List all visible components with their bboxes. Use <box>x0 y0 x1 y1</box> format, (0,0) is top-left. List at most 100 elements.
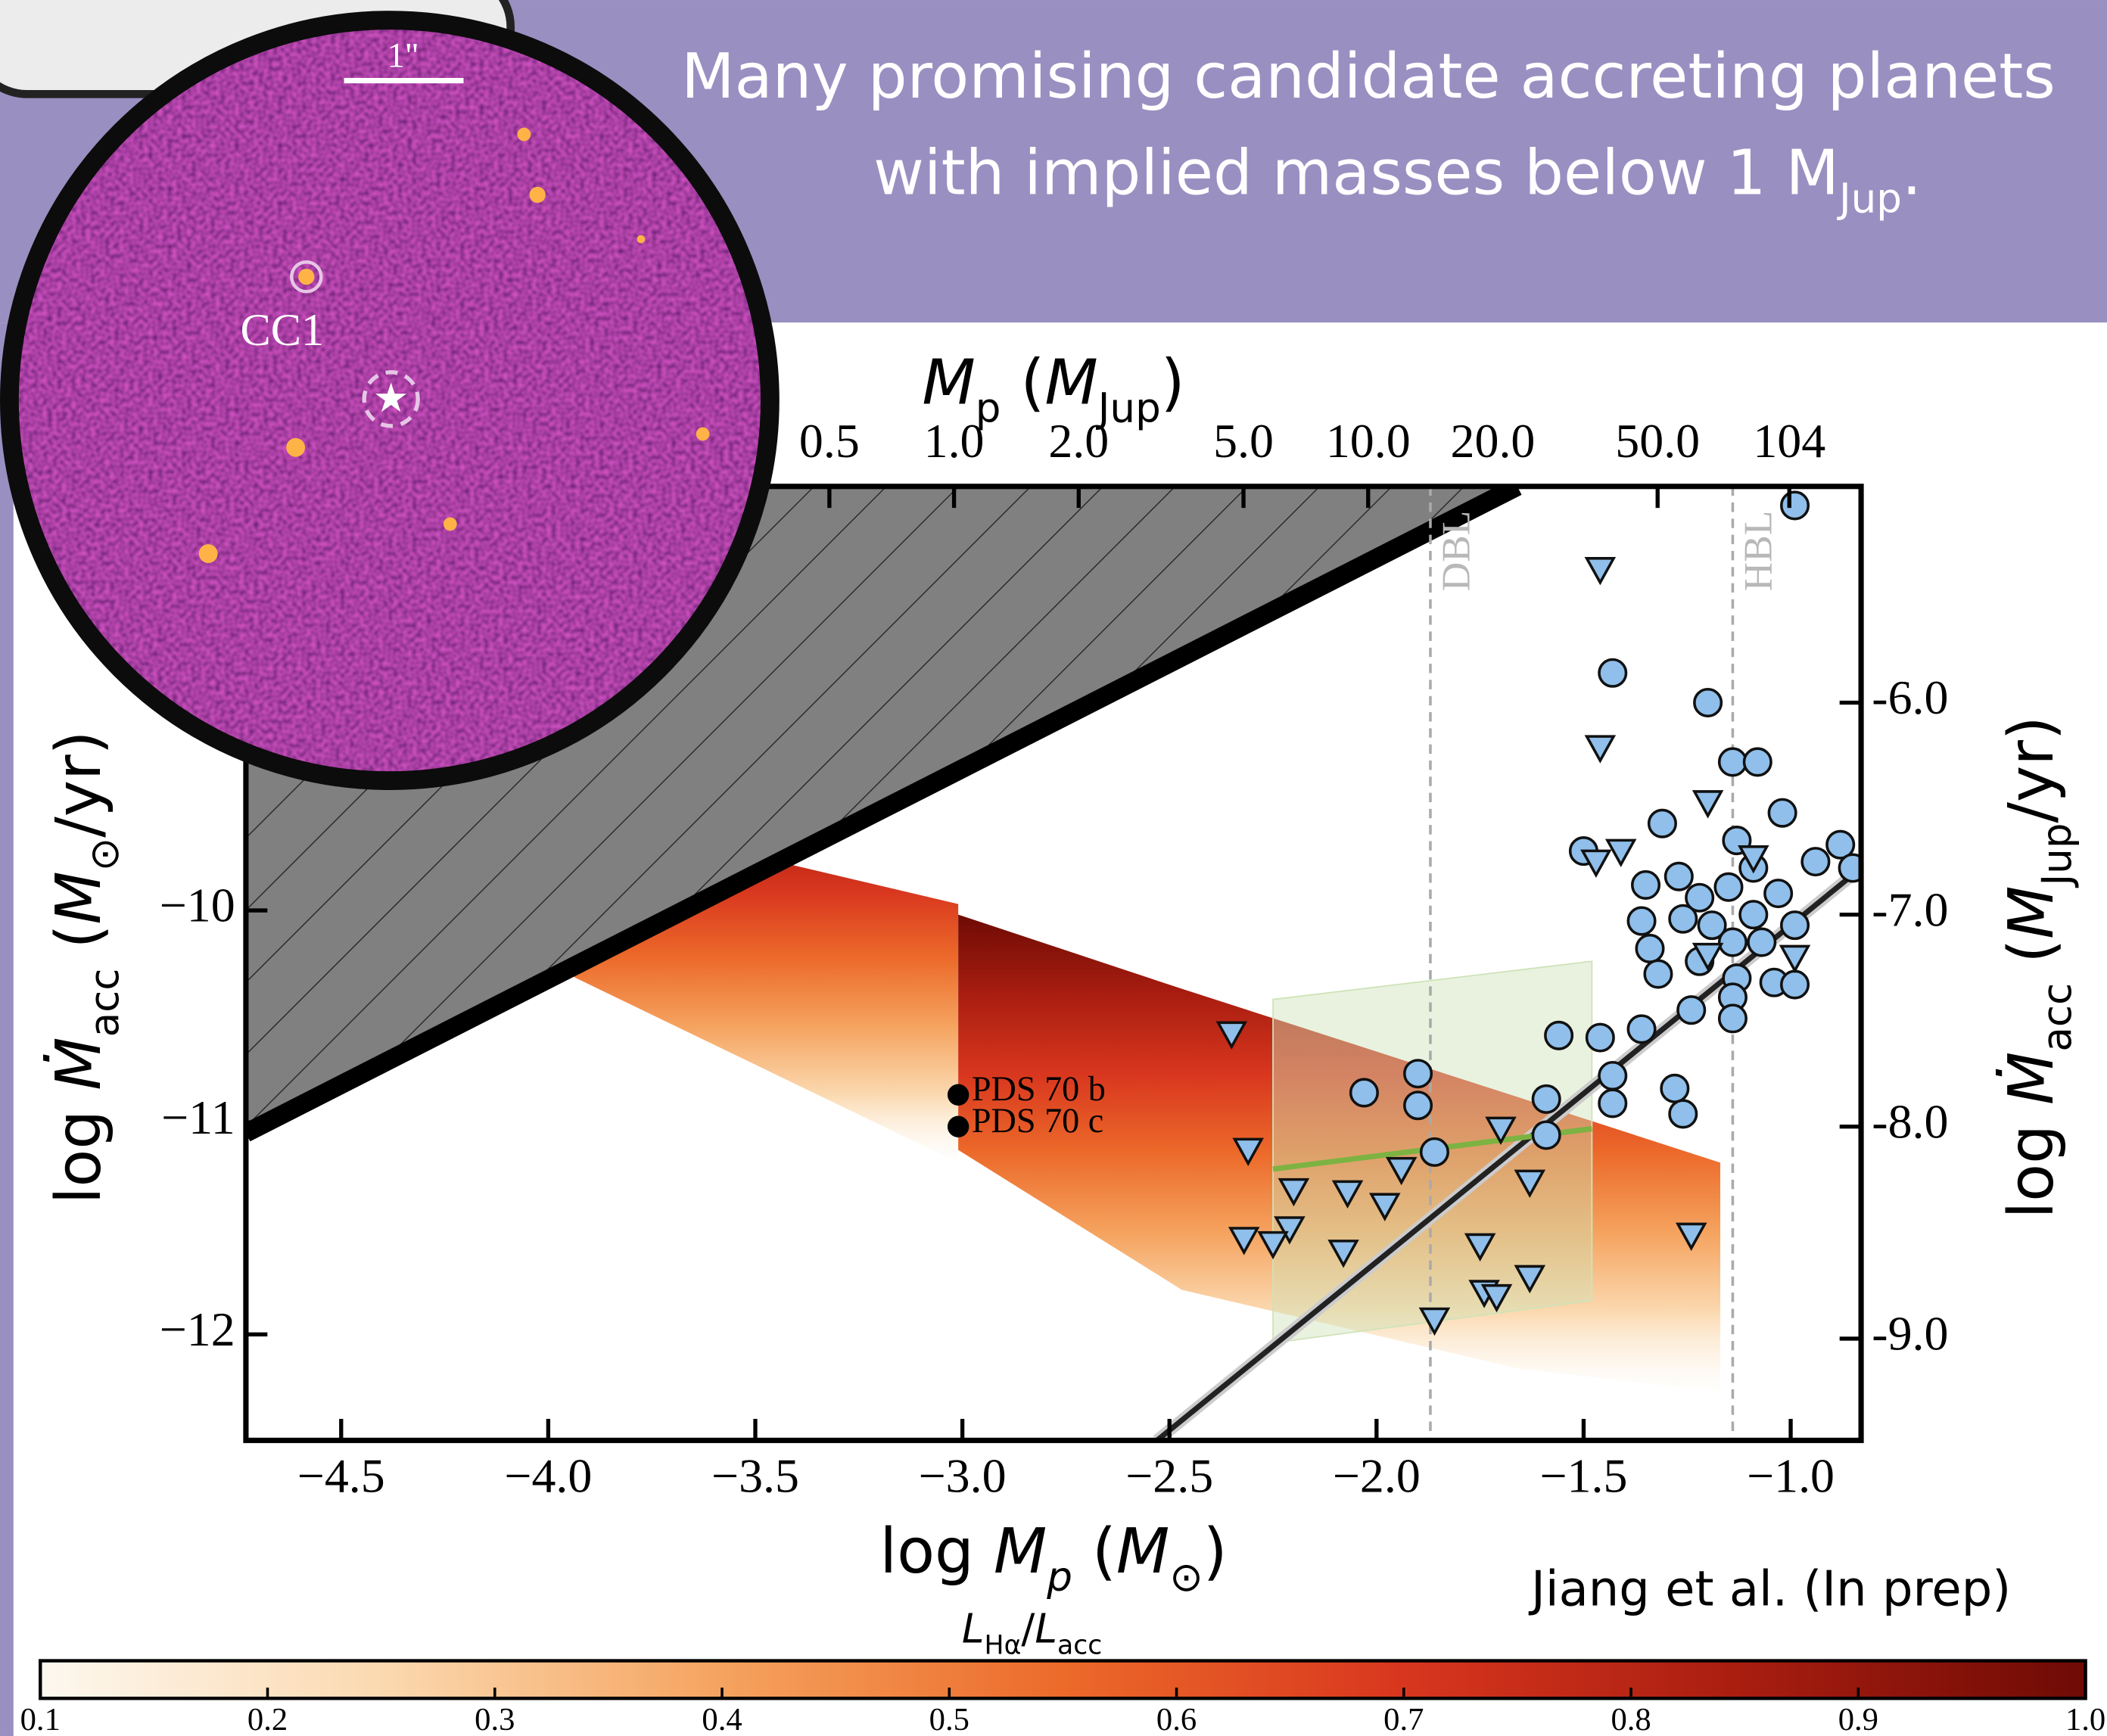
label-part: M <box>1996 885 2068 938</box>
data-point <box>1715 873 1742 901</box>
label-part: M <box>44 871 116 924</box>
y-axis-label: log Ṁacc (M⊙/yr) <box>44 730 128 1204</box>
label-part: . <box>1902 138 1922 210</box>
y-tick-label: −12 <box>160 1302 235 1356</box>
label-part: log <box>44 1090 116 1204</box>
data-point <box>1628 1016 1655 1043</box>
label-part: ( <box>1072 1517 1116 1588</box>
data-point <box>1678 997 1705 1024</box>
y-tick-label: −11 <box>161 1090 235 1144</box>
label-part: / <box>1021 1605 1035 1652</box>
x-tick-label: −1.0 <box>1747 1448 1835 1502</box>
label-part: with implied masses below 1 M <box>873 138 1839 210</box>
data-point <box>1748 929 1776 956</box>
slide: Many promising candidate accreting plane… <box>0 0 2107 1736</box>
data-point <box>1599 1090 1626 1117</box>
colorbar-tick-label: 0.9 <box>1838 1702 1878 1736</box>
label-part: log <box>1996 1105 2068 1218</box>
side-strip <box>0 322 14 1736</box>
x-tick-label: −4.5 <box>297 1448 385 1502</box>
limit-label: DBL <box>1433 511 1478 592</box>
x2-tick-label: 104 <box>1753 414 1825 468</box>
label-part: ) <box>1203 1517 1228 1588</box>
colorbar-tick-label: 0.3 <box>475 1702 515 1736</box>
y-tick-label: −10 <box>160 879 235 932</box>
x2-axis-label: Mp (MJup) <box>922 347 1184 431</box>
x-axis-label: log Mp (M⊙) <box>879 1517 1227 1601</box>
planet-label: PDS 70 c <box>972 1101 1103 1140</box>
planet-point <box>948 1116 969 1137</box>
upper-limit <box>1695 792 1722 816</box>
label-part: M <box>922 347 975 419</box>
label-part: acc <box>1057 1630 1102 1660</box>
data-point <box>1599 1062 1626 1090</box>
label-part: ( <box>44 925 116 969</box>
x-tick-label: −4.0 <box>504 1448 592 1502</box>
data-point <box>1695 689 1722 717</box>
label-part: p <box>976 384 1001 431</box>
x2-tick-label: 10.0 <box>1326 414 1411 468</box>
data-point <box>1782 492 1809 519</box>
upper-limit <box>1607 840 1635 864</box>
data-point <box>1720 1005 1747 1032</box>
subtitle: with implied masses below 1 MJup. <box>873 138 1922 222</box>
label-part: Ṁ <box>1996 1052 2068 1105</box>
label-part: log <box>879 1517 993 1588</box>
y2-tick-label: -7.0 <box>1872 882 1948 936</box>
data-point <box>1765 880 1792 907</box>
y2-tick-label: -8.0 <box>1872 1094 1948 1148</box>
data-point <box>1351 1079 1378 1106</box>
scale-label: 1" <box>387 36 419 75</box>
planet-point <box>948 1084 969 1106</box>
upper-limit <box>1782 946 1809 970</box>
label-part: ( <box>1996 939 2068 983</box>
label-part: Jup <box>1096 384 1161 431</box>
x-tick-label: −3.0 <box>919 1448 1007 1502</box>
data-point <box>1599 660 1626 687</box>
data-point <box>1769 799 1796 826</box>
data-point <box>1661 1075 1688 1103</box>
data-point <box>1645 960 1672 988</box>
data-point <box>1628 907 1655 935</box>
credit: Jiang et al. (In prep) <box>1528 1562 2011 1618</box>
inset-image: ★ 1" CC1 <box>7 17 773 783</box>
label-part: Ṁ <box>44 1037 116 1090</box>
colorbar-tick-label: 1.0 <box>2065 1702 2105 1736</box>
y2-axis-label: log Ṁacc (MJup/yr) <box>1996 716 2080 1218</box>
title: Many promising candidate accreting plane… <box>681 41 2056 113</box>
data-point <box>1533 1122 1560 1149</box>
colorbar-tick-label: 0.2 <box>247 1702 288 1736</box>
data-point <box>1670 905 1697 932</box>
label-part: M <box>1116 1517 1169 1588</box>
data-point <box>1802 848 1829 876</box>
limit-label: HBL <box>1736 511 1781 592</box>
x2-tick-label: 5.0 <box>1213 414 1274 468</box>
label-part: Jup <box>2034 823 2081 888</box>
label-part: /yr) <box>44 730 116 837</box>
label-part: acc <box>81 969 128 1038</box>
data-point <box>1666 863 1693 890</box>
label-part: ⊙ <box>81 838 128 871</box>
label-part: ( <box>1001 347 1045 419</box>
x2-tick-label: 0.5 <box>799 414 860 468</box>
label-part: M <box>1044 347 1097 419</box>
x2-tick-label: 20.0 <box>1451 414 1536 468</box>
data-point <box>1636 935 1664 963</box>
label-part: ⊙ <box>1169 1554 1203 1601</box>
data-point <box>1720 929 1747 956</box>
cc1-label: CC1 <box>241 305 325 356</box>
colorbar-bar <box>40 1661 2085 1699</box>
data-point <box>1587 1024 1614 1051</box>
y2-tick-label: -6.0 <box>1872 670 1948 724</box>
data-point <box>1720 748 1747 776</box>
data-point <box>1632 872 1660 899</box>
colorbar-tick-label: 0.4 <box>702 1702 742 1736</box>
data-point <box>1421 1139 1449 1166</box>
label-part: L <box>962 1605 985 1652</box>
label-part: Jup <box>1837 175 1902 222</box>
label-part: ) <box>1161 347 1185 419</box>
x-tick-label: −1.5 <box>1539 1448 1627 1502</box>
data-point <box>1649 810 1676 837</box>
x-tick-label: −2.0 <box>1333 1448 1421 1502</box>
